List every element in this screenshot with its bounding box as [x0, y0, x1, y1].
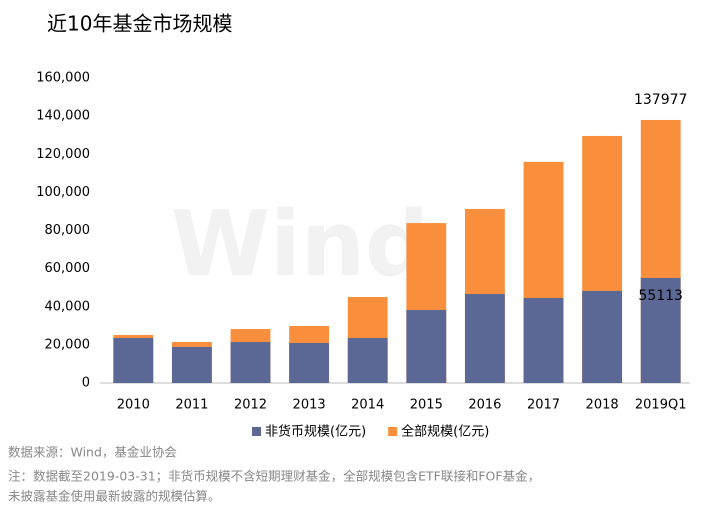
- bar: [640, 277, 681, 383]
- x-tick-label: 2011: [175, 398, 208, 413]
- y-tick-label: 160,000: [36, 71, 90, 86]
- source: 数据来源：Wind，基金业协会: [8, 445, 177, 460]
- legend-swatch: [388, 427, 398, 436]
- legend-label: 非货币规模(亿元): [265, 424, 366, 440]
- bar: [171, 346, 212, 383]
- x-tick-label: 2012: [234, 398, 267, 413]
- y-tick-label: 60,000: [45, 261, 91, 276]
- bar: [230, 342, 271, 383]
- bar: [523, 297, 564, 383]
- bar: [289, 342, 330, 383]
- x-tick-label: 2019Q1: [635, 398, 687, 413]
- y-tick-label: 80,000: [45, 223, 91, 238]
- y-tick-label: 120,000: [36, 147, 90, 162]
- x-tick-label: 2015: [410, 398, 443, 413]
- y-tick-label: 100,000: [36, 185, 90, 200]
- x-tick-label: 2018: [586, 398, 619, 413]
- note: 未披露基金使用最新披露的规模估算。: [8, 489, 221, 504]
- x-tick-label: 2017: [527, 398, 560, 413]
- bar: [464, 293, 505, 383]
- note: 注：数据截至2019-03-31；非货币规模不含短期理财基金，全部规模包含ETF…: [8, 469, 540, 484]
- legend-label: 全部规模(亿元): [401, 424, 489, 440]
- chart-title: 近10年基金市场规模: [47, 12, 232, 36]
- data-label: 55113: [638, 288, 683, 304]
- x-tick-label: 2010: [117, 398, 150, 413]
- bar: [347, 338, 388, 383]
- y-tick-label: 40,000: [45, 299, 91, 314]
- y-tick-label: 20,000: [45, 337, 91, 352]
- x-tick-label: 2016: [468, 398, 501, 413]
- watermark: Wind: [171, 192, 430, 297]
- y-tick-label: 0: [82, 376, 90, 391]
- x-tick-label: 2014: [351, 398, 384, 413]
- y-tick-label: 140,000: [36, 109, 90, 124]
- x-tick-label: 2013: [293, 398, 326, 413]
- data-label: 137977: [634, 92, 687, 108]
- bar: [113, 338, 154, 383]
- bar: [406, 309, 447, 383]
- bar: [582, 290, 623, 383]
- legend-swatch: [252, 427, 261, 436]
